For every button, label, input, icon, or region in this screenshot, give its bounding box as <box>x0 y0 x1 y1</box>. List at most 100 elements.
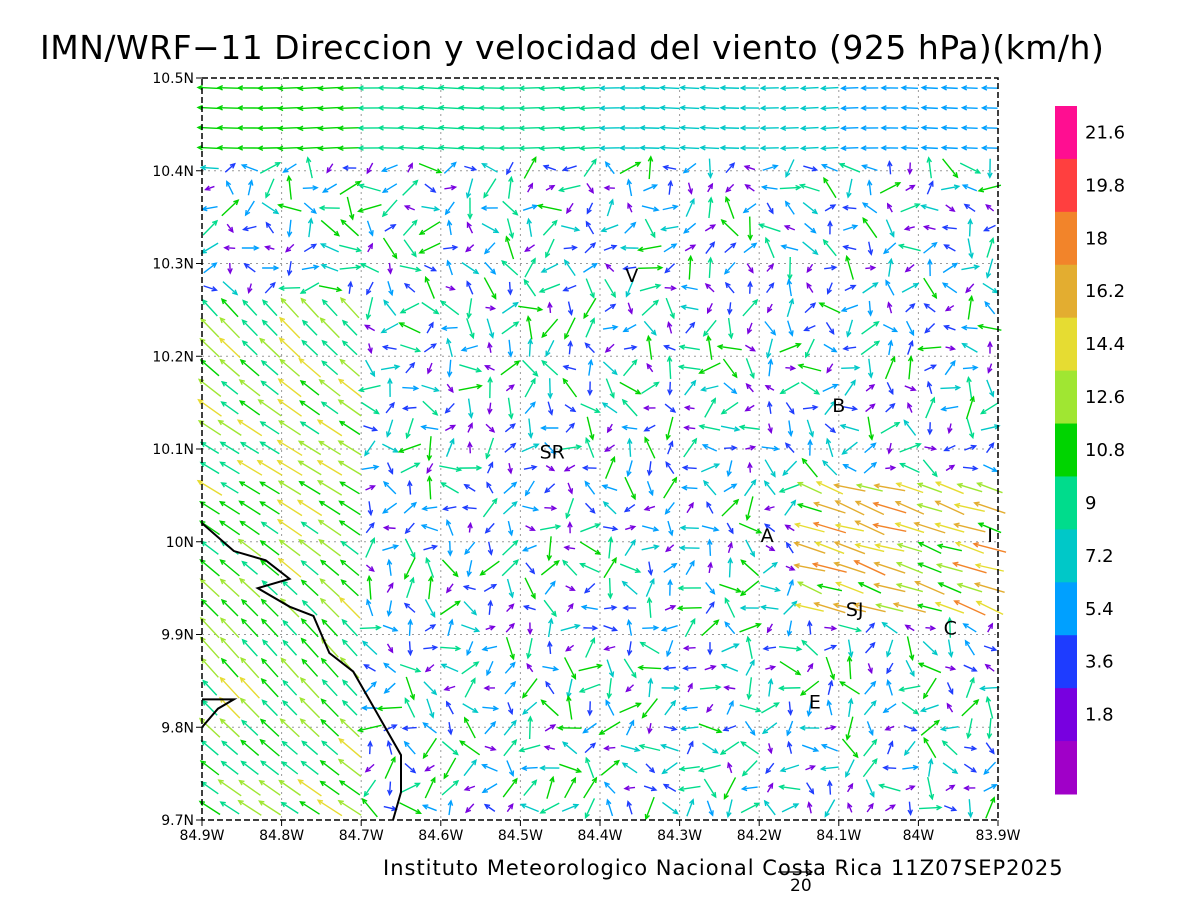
wind-arrow-head <box>280 297 287 304</box>
wind-arrow-head <box>414 667 422 673</box>
wind-arrow <box>745 382 754 393</box>
wind-arrow-shaft <box>601 224 619 232</box>
wind-arrow <box>380 364 401 371</box>
city-label: SR <box>540 441 565 463</box>
wind-arrow-shaft <box>259 338 281 358</box>
wind-arrow <box>707 642 713 656</box>
wind-arrow-head <box>895 482 902 488</box>
wind-arrow <box>226 223 234 234</box>
wind-arrow-head <box>550 448 557 455</box>
wind-arrow-head <box>767 358 774 365</box>
wind-arrow <box>424 275 435 299</box>
wind-arrow <box>638 125 660 131</box>
wind-arrow <box>297 440 322 456</box>
city-label: I <box>987 525 993 547</box>
wind-arrow-head <box>388 468 394 475</box>
wind-arrow-head <box>508 384 515 390</box>
wind-arrow <box>299 677 320 699</box>
wind-arrow <box>522 359 539 377</box>
wind-arrow-shaft <box>978 522 1002 534</box>
wind-arrow <box>319 780 340 796</box>
wind-arrow <box>698 723 723 734</box>
wind-arrow-shaft <box>664 345 676 351</box>
wind-arrow-shaft <box>821 126 839 130</box>
wind-arrow-shaft <box>407 163 413 173</box>
wind-arrow <box>521 678 538 699</box>
wind-arrow-shaft <box>980 686 1000 690</box>
wind-arrow-head <box>811 166 819 172</box>
wind-arrow-head <box>301 658 308 665</box>
wind-arrow <box>722 358 738 379</box>
wind-arrow <box>979 401 1000 415</box>
wind-arrow-head <box>652 299 660 306</box>
wind-arrow <box>366 281 374 296</box>
wind-arrow-shaft <box>824 799 836 817</box>
wind-arrow <box>895 561 924 574</box>
wind-arrow-shaft <box>967 296 973 320</box>
wind-arrow-head <box>870 680 877 687</box>
wind-arrow <box>319 759 340 776</box>
wind-arrow <box>561 803 580 812</box>
wind-arrow <box>522 204 539 211</box>
wind-arrow-head <box>707 538 713 545</box>
wind-arrow-shaft <box>321 360 339 376</box>
wind-arrow-head <box>909 785 916 791</box>
wind-arrow-head <box>666 355 673 362</box>
wind-arrow-head <box>786 278 793 285</box>
wind-arrow-shaft <box>348 282 352 294</box>
wind-arrow-head <box>433 386 440 393</box>
wind-arrow-head <box>688 740 694 747</box>
wind-arrow <box>564 404 577 413</box>
wind-arrow-head <box>799 145 807 152</box>
wind-arrow-shaft <box>320 719 340 737</box>
wind-arrow-shaft <box>927 759 933 777</box>
wind-arrow-shaft <box>764 800 776 816</box>
wind-arrow-head <box>607 536 614 543</box>
wind-arrow <box>904 624 915 632</box>
wind-arrow-head <box>403 282 411 289</box>
wind-arrow <box>341 319 358 336</box>
wind-arrow-shaft <box>484 261 496 275</box>
wind-arrow <box>387 377 393 397</box>
wind-arrow <box>622 265 637 272</box>
wind-arrow <box>779 382 800 395</box>
wind-arrow-shaft <box>663 166 677 170</box>
wind-arrow <box>200 739 219 756</box>
wind-arrow <box>602 500 617 515</box>
wind-arrow-head <box>713 526 720 532</box>
wind-arrow <box>707 196 714 219</box>
wind-arrow-head <box>931 241 938 248</box>
wind-arrow-head <box>947 427 953 435</box>
wind-arrow-shaft <box>484 804 496 812</box>
wind-arrow-head <box>511 500 518 507</box>
wind-arrow-head <box>719 105 726 111</box>
wind-arrow-head <box>527 337 534 345</box>
wind-arrow-shaft <box>278 480 302 496</box>
wind-arrow <box>917 345 942 352</box>
wind-arrow <box>241 340 258 356</box>
wind-arrow <box>337 758 362 777</box>
wind-arrow <box>963 203 976 213</box>
wind-arrow-head <box>977 187 985 193</box>
wind-arrow <box>603 645 616 652</box>
wind-arrow-shaft <box>363 425 377 431</box>
wind-arrow-head <box>457 124 465 131</box>
wind-arrow-head <box>682 665 689 671</box>
wind-arrow-head <box>880 85 887 91</box>
wind-arrow-head <box>313 264 320 271</box>
wind-arrow <box>299 421 320 435</box>
wind-arrow-shaft <box>704 224 716 232</box>
wind-arrow <box>956 582 983 593</box>
wind-arrow-head <box>699 84 706 91</box>
wind-arrow-shaft <box>860 340 880 356</box>
wind-arrow <box>318 205 340 211</box>
wind-arrow <box>320 718 340 737</box>
wind-arrow-head <box>415 266 422 273</box>
wind-arrow-shaft <box>524 401 536 415</box>
wind-arrow-shaft <box>723 483 737 493</box>
wind-arrow <box>423 644 439 651</box>
wind-arrow-head <box>767 427 773 435</box>
wind-arrow-shaft <box>445 201 455 215</box>
wind-arrow-head <box>886 301 893 308</box>
wind-arrow <box>626 460 633 478</box>
